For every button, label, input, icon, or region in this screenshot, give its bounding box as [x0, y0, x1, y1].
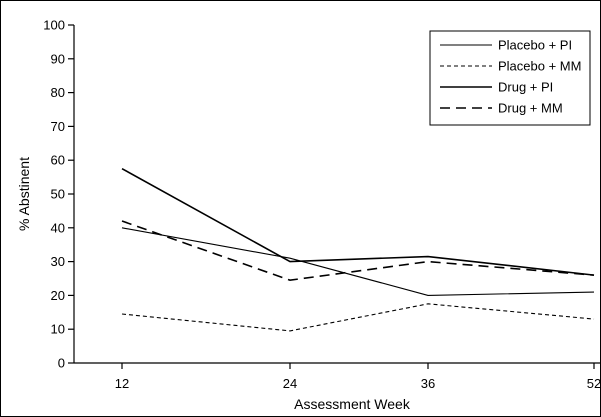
- y-tick-label: 60: [51, 153, 65, 168]
- y-tick-label: 80: [51, 85, 65, 100]
- series-line-1: [121, 227, 595, 296]
- plot-axes: 0 10 20 30 40 50 60 70 80 90 100 12 24 36 52: [43, 18, 601, 391]
- y-tick-label: 70: [51, 119, 65, 134]
- y-axis-title: % Abstinent: [16, 157, 32, 231]
- y-tick-label: 100: [43, 18, 65, 33]
- y-tick-label: 0: [58, 356, 65, 371]
- y-tick-label: 50: [51, 187, 65, 202]
- x-tick-label: 52: [587, 376, 601, 391]
- series-layer: [121, 167, 595, 332]
- series-line-3: [121, 167, 595, 276]
- x-tick-label: 36: [421, 376, 435, 391]
- y-tick-label: 90: [51, 51, 65, 66]
- y-tick-label: 10: [51, 322, 65, 337]
- legend-box: [429, 30, 591, 126]
- legend-label: Placebo + MM: [498, 59, 581, 74]
- legend-label: Placebo + PI: [498, 38, 572, 53]
- x-axis-title: Assessment Week: [294, 396, 411, 412]
- legend-label: Drug + PI: [498, 80, 553, 95]
- legend: Placebo + PI Placebo + MM Drug + PI Drug + …: [429, 30, 591, 126]
- x-tick-label: 12: [115, 376, 129, 391]
- y-tick-label: 30: [51, 254, 65, 269]
- y-tick-label: 40: [51, 220, 65, 235]
- series-line-2: [121, 303, 595, 332]
- series-line-4: [121, 220, 595, 282]
- y-tick-label: 20: [51, 288, 65, 303]
- x-tick-label: 24: [283, 376, 297, 391]
- legend-label: Drug + MM: [498, 101, 563, 116]
